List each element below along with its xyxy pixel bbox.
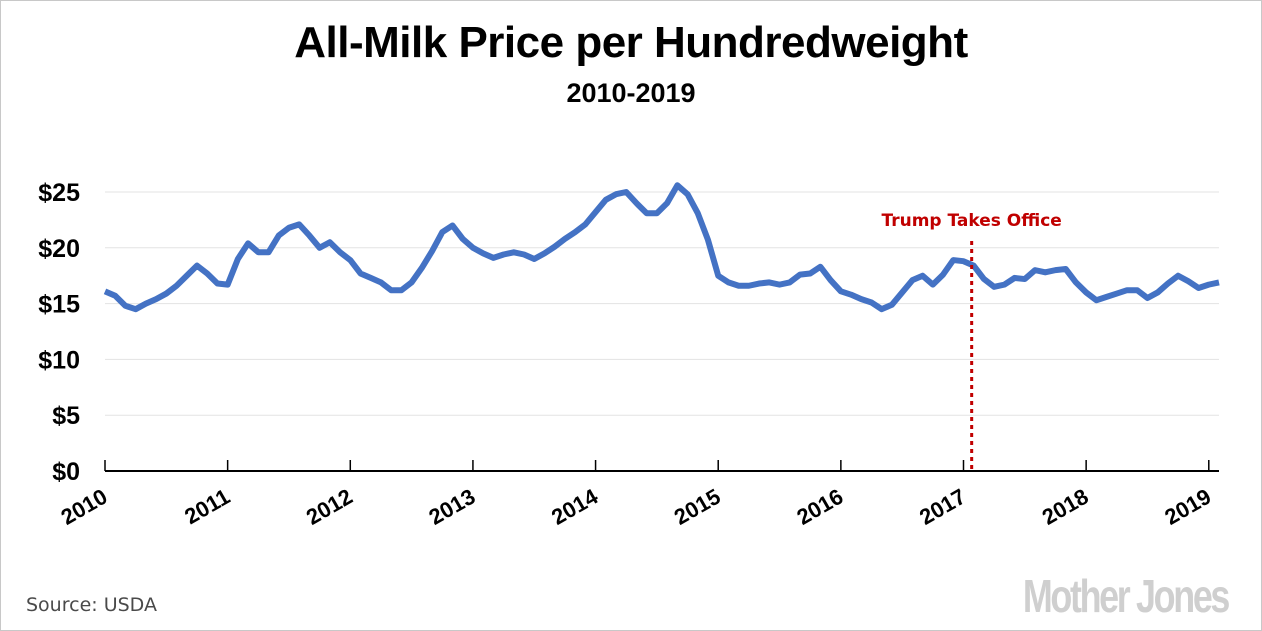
x-tick-label: 2018 (1038, 484, 1093, 530)
x-tick-label: 2010 (57, 484, 112, 530)
y-tick-label: $20 (38, 235, 80, 263)
x-tick-label: 2011 (180, 484, 234, 530)
x-tick-label: 2016 (792, 484, 847, 530)
source-note: Source: USDA (26, 594, 157, 616)
x-tick-label: 2012 (302, 484, 357, 530)
annotation-layer: Trump Takes Office (882, 211, 1062, 471)
chart-subtitle: 2010-2019 (566, 78, 696, 108)
x-tick-label: 2013 (425, 484, 480, 530)
mother-jones-logo: Mother Jones (1022, 570, 1231, 622)
x-axis: 2010 2011 2012 2013 2014 2015 2016 2017 2018 2019 (57, 460, 1219, 530)
x-tick-label: 2014 (547, 483, 603, 530)
y-tick-label: $5 (52, 402, 80, 430)
y-tick-label: $10 (38, 346, 80, 374)
series-line (103, 182, 1220, 313)
y-tick-label: $0 (52, 458, 80, 486)
y-tick-label: $15 (38, 291, 80, 319)
y-tick-label: $25 (38, 179, 80, 207)
y-axis: $0 $5 $10 $15 $20 $25 (38, 179, 80, 486)
chart-title: All-Milk Price per Hundredweight (294, 18, 968, 67)
x-tick-label: 2015 (670, 484, 725, 530)
series-layer (103, 182, 1220, 313)
gridlines (105, 191, 1219, 416)
x-tick-label: 2017 (915, 484, 970, 530)
x-tick-label: 2019 (1160, 484, 1215, 530)
annotation-label: Trump Takes Office (882, 211, 1062, 231)
